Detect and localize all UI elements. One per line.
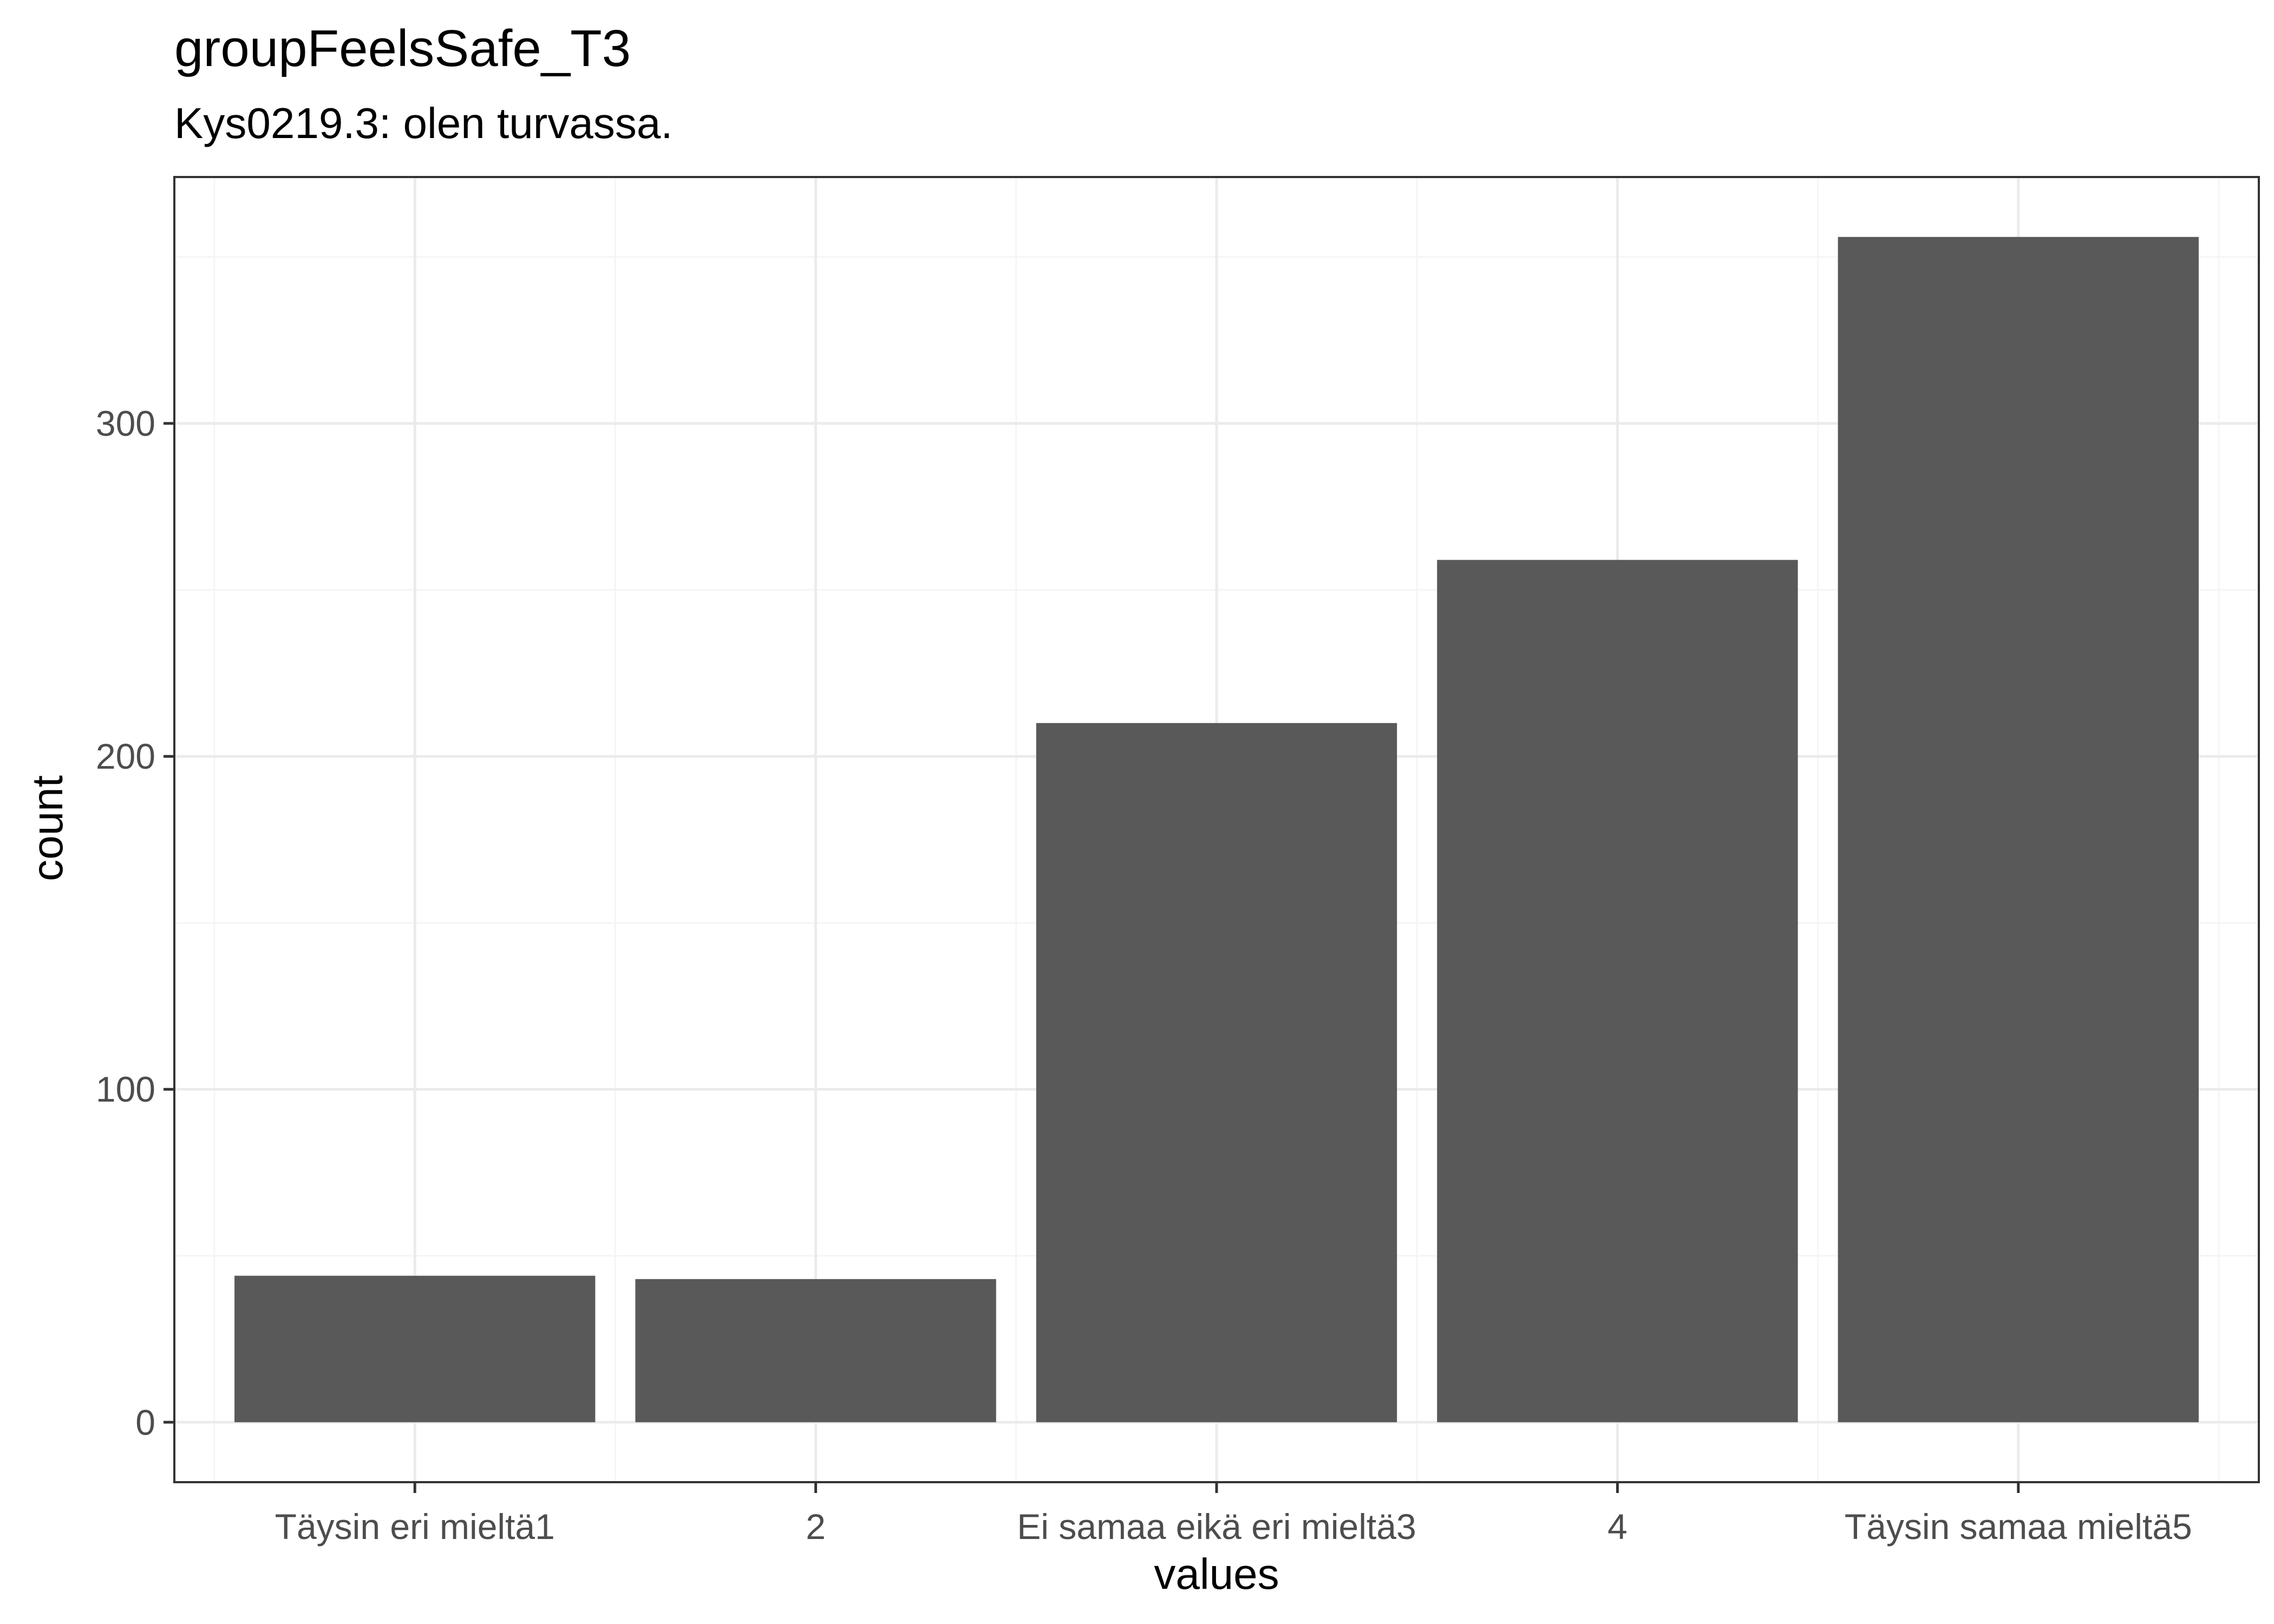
y-axis-title: count — [23, 775, 71, 881]
y-tick-label: 0 — [135, 1402, 155, 1442]
x-tick-label: Täysin eri mieltä1 — [275, 1507, 555, 1547]
x-tick-label: 4 — [1608, 1507, 1628, 1547]
x-tick-label: 2 — [806, 1507, 826, 1547]
x-tick-label: Ei samaa eikä eri mieltä3 — [1017, 1507, 1416, 1547]
y-tick-label: 100 — [96, 1069, 155, 1109]
axis-ticks: 0 100 200 300 Täysin eri mieltä1 2 Ei samaa ei… — [96, 403, 2192, 1547]
x-axis-title: values — [1154, 1550, 1279, 1598]
chart-title: groupFeelsSafe_T3 — [174, 19, 631, 77]
bar — [635, 1279, 996, 1423]
bar — [234, 1275, 596, 1423]
y-tick-label: 200 — [96, 736, 155, 776]
plot-panel-border — [173, 176, 2260, 1483]
bar — [1036, 723, 1397, 1423]
chart-subtitle: Kys0219.3: olen turvassa. — [174, 99, 673, 147]
y-tick-label: 300 — [96, 403, 155, 443]
bar — [1838, 237, 2199, 1423]
x-tick-label: Täysin samaa mieltä5 — [1845, 1507, 2192, 1547]
bar — [1437, 560, 1798, 1423]
bars — [234, 237, 2199, 1423]
